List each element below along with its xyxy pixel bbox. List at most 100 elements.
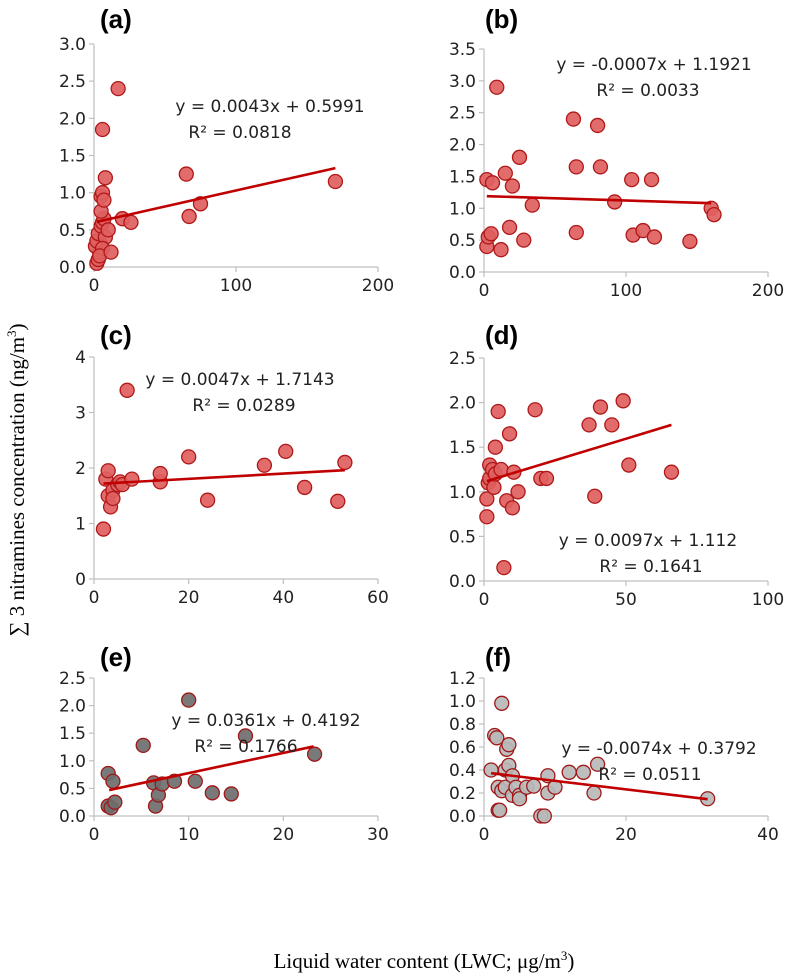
y-tick-label-e: 2.5 [59,669,86,689]
y-tick-label-b: 0.0 [449,263,476,283]
data-point-b [635,222,651,239]
data-point-d [538,470,555,487]
y-tick-label-e: 0.0 [59,807,86,827]
x-tick-label-e: 10 [178,825,200,845]
y-tick-label-b: 1.0 [449,199,476,219]
y-tick-label-c: 3 [75,404,86,424]
data-point-b [493,242,509,258]
data-point-d [615,393,631,409]
data-point-d [604,417,620,433]
x-tick-label-e: 30 [367,825,389,845]
data-point-e [135,737,151,753]
x-tick-label-e: 0 [89,825,100,845]
r-squared-e: R² = 0.1766 [194,737,297,757]
trend-line-b [486,194,712,205]
data-point-b [568,159,584,175]
data-point-e [187,773,203,789]
chart-panel-d: 0.0 0.5 1.0 1.5 2.0 2.5 0 50 100 (d) y = 0.0097x +… [449,320,784,610]
y-tick-label-c: 2 [75,459,86,479]
r-squared-b: R² = 0.0033 [596,81,699,101]
data-point-e [306,746,323,762]
data-point-c [337,454,353,471]
x-tick-label-d: 100 [752,590,784,610]
data-point-f [489,730,505,746]
data-point-d [501,426,518,442]
data-point-d [479,491,495,507]
x-tick-label-c: 0 [89,588,100,608]
r-squared-d: R² = 0.1641 [599,557,702,577]
y-tick-label-b: 1.5 [449,167,476,187]
data-point-a [178,166,194,182]
regression-equation-e: y = 0.0361x + 0.4192 [171,711,360,731]
data-point-d [587,488,603,504]
y-tick-label-a: 0.0 [59,258,86,278]
y-tick-label-e: 0.5 [59,779,86,799]
panel-label-a: (a) [100,4,132,34]
data-point-a [94,121,111,138]
data-point-c [152,465,168,482]
data-point-f [561,764,577,780]
x-tick-label-f: 40 [757,825,779,845]
y-tick-label-a: 1.5 [59,147,86,167]
y-tick-label-a: 1.0 [59,184,86,204]
data-point-a [110,80,126,97]
panel-label-c: (c) [100,320,132,350]
x-tick-label-a: 0 [89,276,100,296]
data-point-f [536,808,552,824]
data-point-f [494,695,510,711]
x-tick-label-d: 50 [615,590,637,610]
data-point-d [581,417,597,433]
data-point-d [486,479,502,495]
data-point-f [526,778,542,794]
y-tick-label-d: 2.0 [449,394,476,414]
data-point-f [511,791,528,807]
trend-line-a [96,166,336,224]
x-tick-label-c: 20 [178,588,200,608]
data-point-c [296,479,313,496]
y-tick-label-f: 0.4 [449,761,476,781]
r-squared-c: R² = 0.0289 [192,396,295,416]
chart-panel-b: 0.0 0.5 1.0 1.5 2.0 2.5 3.0 3.5 0 100 200 (b) y = -0… [449,4,784,301]
y-tick-label-a: 3.0 [59,35,86,55]
regression-equation-b: y = -0.0007x + 1.1921 [556,55,751,75]
chart-panel-f: 0.0 0.2 0.4 0.6 0.8 1.0 1.2 0 20 40 (f) y = -0.0074… [449,642,779,845]
data-point-b [568,224,584,241]
panels-group: 0.00.51.01.52.02.53.00 100 200(a)y = 0.004… [59,4,784,845]
r-squared-a: R² = 0.0818 [188,123,291,143]
x-tick-label-b: 100 [610,281,642,301]
data-point-a [100,222,116,238]
data-point-e [107,794,123,810]
regression-equation-a: y = 0.0043x + 0.5991 [175,97,364,117]
y-tick-label-f: 0.8 [449,715,476,735]
x-tick-label-a: 200 [362,276,394,296]
y-tick-label-c: 0 [75,570,86,590]
y-tick-label-b: 0.5 [449,231,476,251]
y-tick-label-d: 0.5 [449,527,476,547]
y-tick-label-f: 0.2 [449,784,476,804]
data-point-c [181,449,197,465]
regression-equation-c: y = 0.0047x + 1.7143 [145,370,334,390]
data-point-c [256,457,273,473]
y-tick-label-d: 2.5 [449,349,476,369]
data-point-b [706,207,722,223]
data-point-c [278,443,294,460]
y-axis-title: ∑ 3 nitramines concentration (ng/m3) [4,323,29,636]
x-tick-label-c: 60 [367,588,389,608]
data-point-c [199,492,216,508]
y-tick-label-e: 1.5 [59,724,86,744]
x-tick-label-e: 20 [273,825,295,845]
y-tick-label-a: 0.5 [59,221,86,241]
y-tick-label-b: 3.0 [449,72,476,92]
data-point-f [586,785,602,801]
data-point-d [527,402,543,418]
data-point-b [504,178,521,194]
y-tick-label-b: 2.5 [449,104,476,124]
data-point-b [624,171,640,188]
data-point-e [223,786,239,802]
data-point-c [95,521,112,537]
y-tick-label-d: 1.5 [449,438,476,458]
x-axis-title-sup: 3 [561,948,568,963]
data-point-a [96,192,112,208]
data-point-b [646,229,663,245]
